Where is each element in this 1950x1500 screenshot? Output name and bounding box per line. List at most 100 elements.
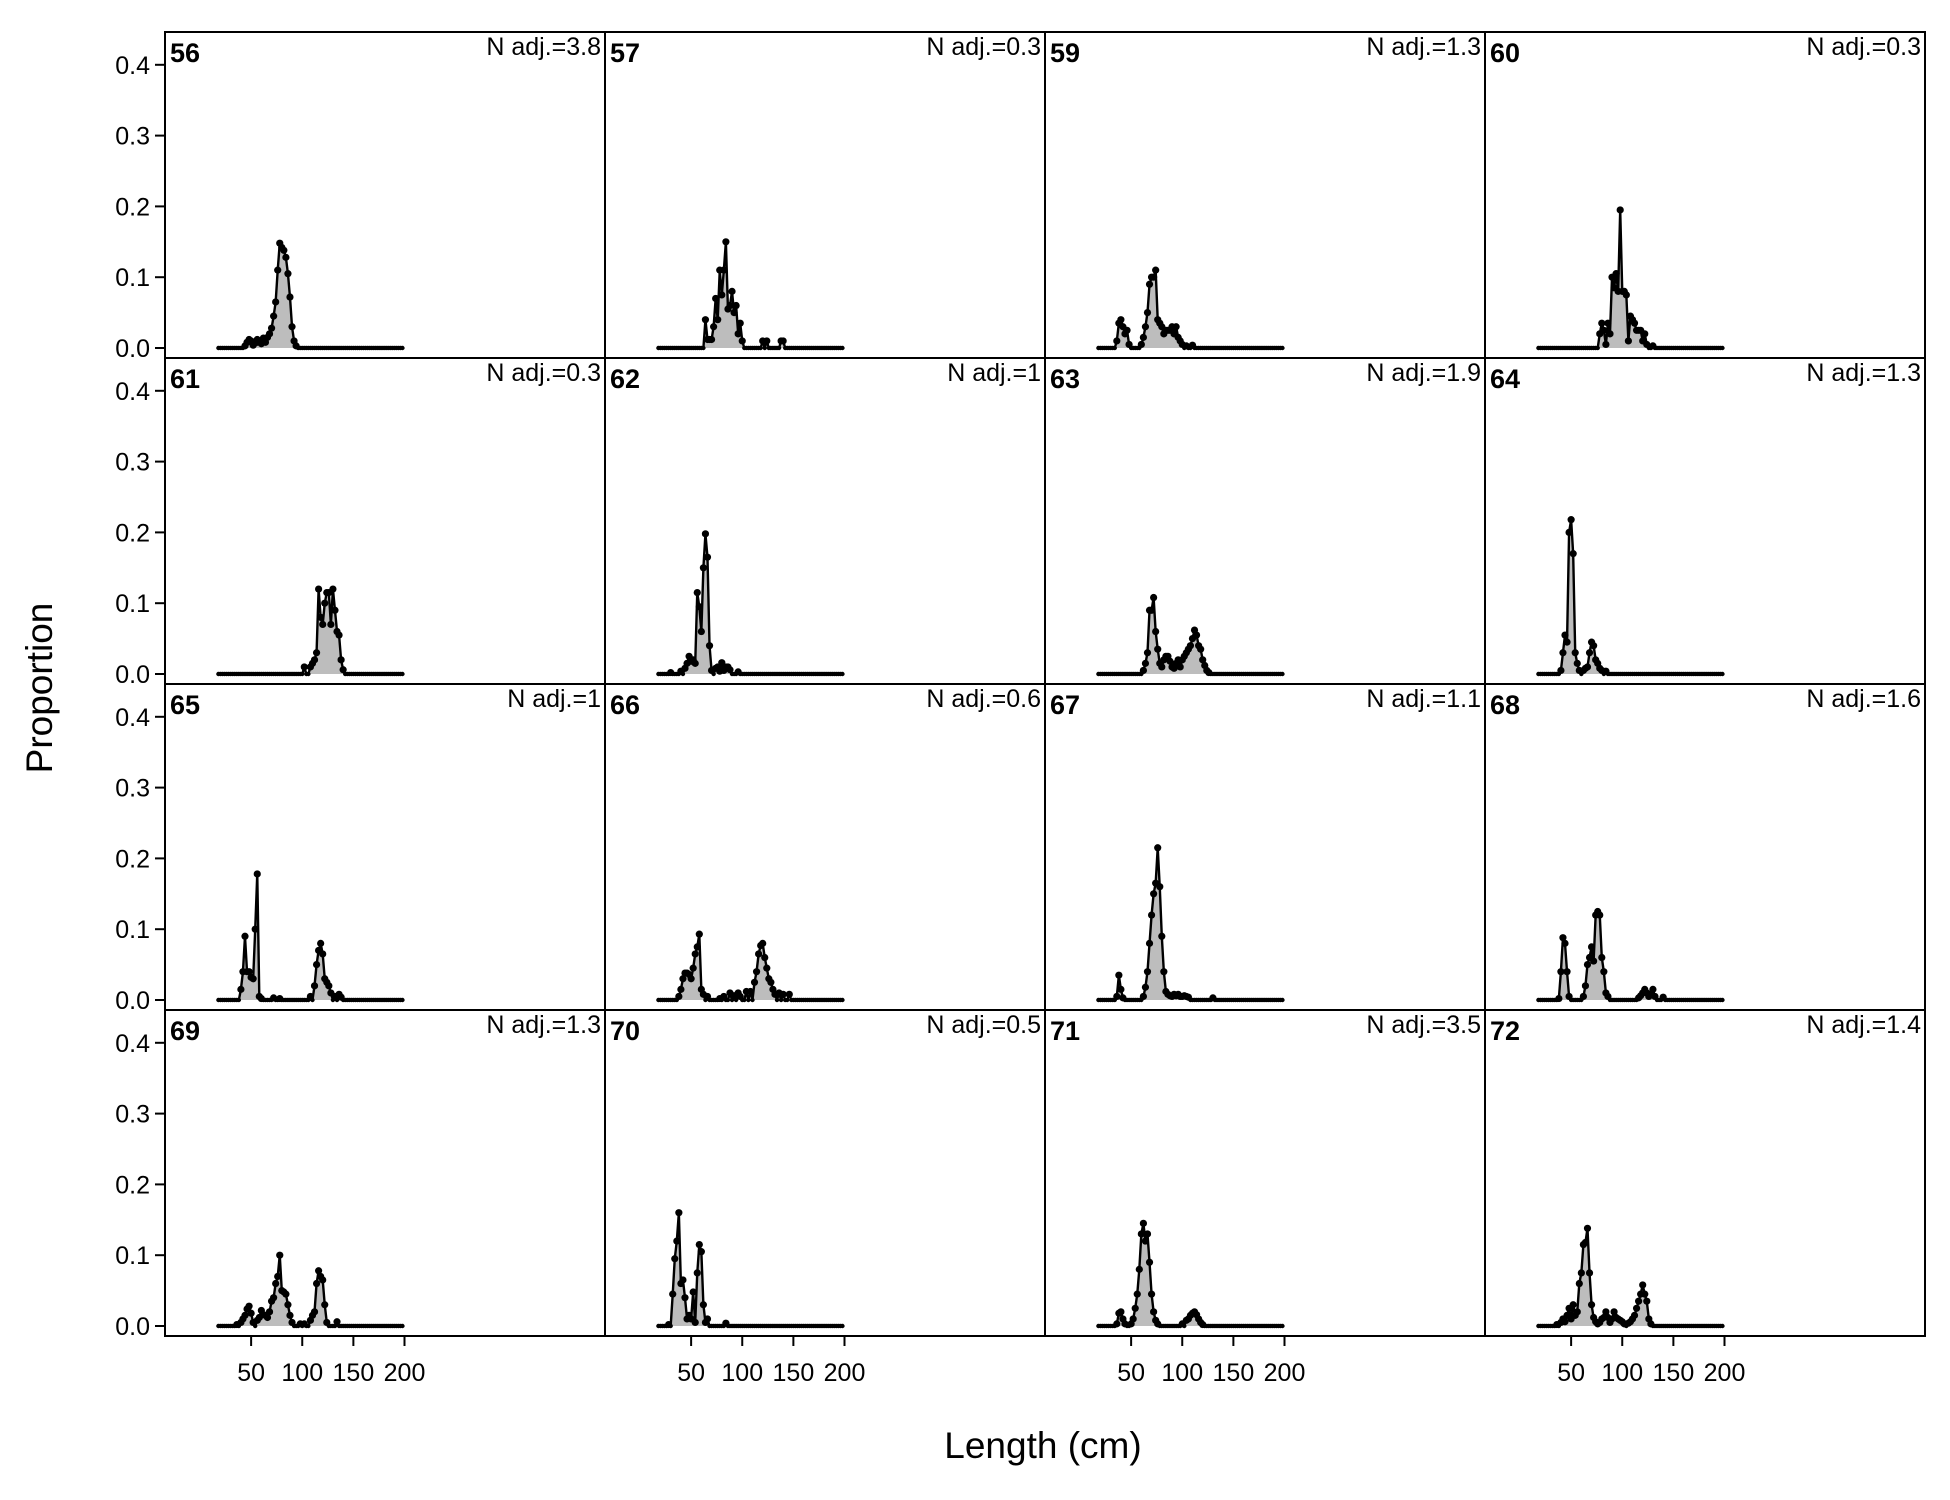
data-point: [691, 950, 699, 958]
data-point: [779, 337, 787, 345]
panel-63: 63 N adj.=1.9: [1050, 359, 1481, 677]
data-point: [1602, 1308, 1610, 1316]
data-point: [728, 287, 736, 295]
data-point: [310, 997, 315, 1003]
y-tick-label: 0.2: [115, 1171, 150, 1199]
panel-id-label: 70: [610, 1016, 640, 1046]
panel-id-label: 69: [170, 1016, 200, 1046]
data-point: [1117, 1308, 1125, 1316]
distribution-line: [658, 240, 843, 350]
data-point: [245, 968, 253, 976]
data-point: [697, 1248, 705, 1256]
data-point: [1561, 939, 1569, 947]
panel-n-adj-label: N adj.=1.1: [1366, 685, 1481, 713]
y-tick-label: 0.0: [115, 987, 150, 1015]
data-point: [1720, 997, 1725, 1003]
panel-n-adj-label: N adj.=3.8: [486, 33, 601, 61]
data-point: [1154, 645, 1162, 653]
data-point: [710, 323, 718, 331]
x-tick-label: 150: [1653, 1359, 1695, 1387]
data-point: [693, 943, 701, 951]
panel-id-label: 63: [1050, 364, 1080, 394]
data-point: [1137, 340, 1145, 349]
data-point: [689, 1288, 697, 1296]
data-point: [679, 1276, 687, 1284]
data-point: [321, 599, 329, 607]
data-point: [1150, 593, 1158, 602]
data-point: [1649, 985, 1657, 993]
data-point: [270, 1294, 278, 1302]
panel-id-label: 66: [610, 690, 640, 720]
data-point: [681, 1294, 689, 1302]
data-point: [1581, 982, 1590, 990]
panel-id-label: 60: [1490, 38, 1520, 68]
data-point: [310, 982, 319, 990]
data-point: [742, 997, 747, 1003]
data-point: [251, 925, 259, 933]
data-point: [315, 1267, 323, 1275]
data-point: [335, 631, 343, 639]
data-point: [697, 627, 705, 636]
data-point: [1555, 994, 1563, 1003]
y-tick-label: 0.3: [115, 449, 150, 477]
data-point: [282, 1290, 290, 1298]
data-point: [310, 656, 319, 664]
distribution-fill: [1098, 597, 1283, 674]
data-point: [1166, 657, 1174, 665]
x-tick-label: 200: [1264, 1359, 1306, 1387]
data-point: [669, 1290, 677, 1298]
panel-n-adj-label: N adj.=0.6: [926, 685, 1041, 713]
data-point: [1145, 939, 1154, 947]
data-point: [774, 997, 780, 1003]
data-point: [701, 316, 710, 324]
panel-n-adj-label: N adj.=1.3: [486, 1011, 601, 1039]
panel-57: 57 N adj.=0.3: [610, 33, 1041, 351]
data-point: [282, 253, 290, 261]
panel-56: 56 N adj.=3.8: [170, 33, 601, 351]
distribution-line: [658, 532, 843, 676]
data-point: [253, 870, 261, 878]
data-point: [1158, 932, 1166, 940]
distribution-fill: [658, 241, 843, 348]
data-point: [1141, 659, 1150, 667]
data-point: [1147, 1290, 1156, 1298]
data-point: [1639, 1281, 1647, 1289]
x-tick-label: 50: [1557, 1359, 1585, 1387]
data-point: [1610, 1308, 1618, 1316]
distribution-line: [658, 1211, 843, 1328]
data-point: [286, 293, 294, 301]
panel-id-label: 72: [1490, 1016, 1520, 1046]
data-point: [679, 975, 687, 983]
y-tick-label: 0.4: [115, 378, 150, 406]
data-point: [280, 246, 288, 254]
data-point: [722, 238, 730, 246]
data-point: [1113, 337, 1121, 345]
data-point: [1143, 649, 1152, 657]
data-point: [1117, 985, 1125, 993]
data-point: [1573, 1308, 1581, 1316]
data-point: [1595, 345, 1600, 351]
y-tick-label: 0.3: [115, 123, 150, 151]
data-point: [1192, 631, 1201, 639]
y-tick-label: 0.1: [115, 590, 150, 618]
data-point: [319, 950, 327, 958]
data-point: [1571, 649, 1579, 657]
panel-id-label: 57: [610, 38, 640, 68]
data-point: [241, 932, 249, 940]
data-point: [1583, 961, 1592, 969]
data-point: [763, 964, 771, 972]
data-point: [1152, 627, 1160, 636]
data-point: [1115, 971, 1123, 979]
x-tick-label: 200: [1704, 1359, 1746, 1387]
data-point: [265, 330, 274, 338]
data-point: [1112, 345, 1117, 351]
data-point: [767, 978, 775, 986]
x-tick-label: 100: [281, 1359, 323, 1387]
data-point: [339, 666, 347, 674]
panel-id-label: 61: [170, 364, 200, 394]
data-point: [677, 985, 685, 993]
data-point: [276, 1251, 284, 1259]
plot-area: 56 N adj.=3.8 61 N adj.=0.3 65 N adj.=1 69 N ad…: [170, 33, 1921, 1329]
data-point: [762, 345, 767, 351]
data-point: [317, 939, 325, 947]
